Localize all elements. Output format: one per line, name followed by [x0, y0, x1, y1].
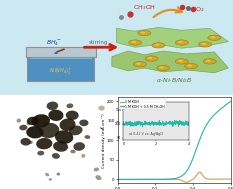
1 M KOH	[185, 181, 188, 184]
1 M KOH	[198, 171, 201, 173]
Polygon shape	[112, 51, 228, 73]
Ellipse shape	[99, 106, 105, 111]
Text: $Ni(NH_4)_2^{+}$: $Ni(NH_4)_2^{+}$	[49, 67, 72, 77]
Ellipse shape	[79, 119, 89, 126]
Ellipse shape	[69, 125, 82, 135]
Ellipse shape	[81, 154, 85, 158]
Ellipse shape	[85, 135, 90, 139]
Ellipse shape	[29, 141, 33, 144]
Ellipse shape	[70, 150, 75, 153]
Circle shape	[187, 65, 192, 67]
1 M KOH	[116, 178, 119, 180]
1 M KOH	[214, 178, 217, 180]
Circle shape	[178, 41, 183, 43]
Circle shape	[152, 43, 165, 48]
Ellipse shape	[26, 126, 44, 139]
Circle shape	[203, 59, 216, 64]
Polygon shape	[116, 27, 228, 48]
1 M KOH	[229, 178, 232, 180]
Circle shape	[206, 60, 211, 62]
FancyBboxPatch shape	[27, 54, 94, 81]
Circle shape	[175, 40, 188, 45]
Circle shape	[131, 41, 136, 43]
Text: 50 nm: 50 nm	[75, 172, 91, 177]
Ellipse shape	[36, 138, 52, 149]
Y-axis label: Current density (mA cm⁻²): Current density (mA cm⁻²)	[102, 113, 106, 168]
Ellipse shape	[26, 122, 31, 125]
Ellipse shape	[60, 119, 75, 131]
1 M KOH	[123, 178, 126, 180]
1 M KOH	[182, 180, 185, 182]
1 M KOH + 0.5 M CH₃OH	[229, 100, 232, 102]
FancyBboxPatch shape	[26, 47, 96, 57]
Circle shape	[157, 65, 170, 71]
Ellipse shape	[21, 138, 31, 146]
Legend: 1 M KOH, 1 M KOH + 0.5 M CH₃OH: 1 M KOH, 1 M KOH + 0.5 M CH₃OH	[119, 99, 166, 109]
Text: stirring: stirring	[88, 40, 108, 45]
Circle shape	[175, 59, 188, 64]
1 M KOH + 0.5 M CH₃OH	[123, 178, 126, 180]
Circle shape	[211, 36, 215, 38]
Circle shape	[159, 67, 164, 68]
Ellipse shape	[17, 119, 21, 123]
Ellipse shape	[45, 173, 49, 176]
Ellipse shape	[55, 130, 73, 144]
Ellipse shape	[73, 142, 85, 151]
Circle shape	[185, 64, 198, 69]
1 M KOH	[188, 180, 191, 182]
Ellipse shape	[48, 110, 63, 121]
1 M KOH + 0.5 M CH₃OH	[214, 113, 216, 115]
Text: CH$_3$OH: CH$_3$OH	[133, 3, 156, 12]
Ellipse shape	[53, 141, 68, 152]
1 M KOH	[202, 176, 205, 178]
Circle shape	[129, 40, 142, 45]
Ellipse shape	[47, 101, 58, 110]
Ellipse shape	[19, 125, 27, 130]
Circle shape	[141, 32, 145, 33]
Ellipse shape	[27, 117, 38, 125]
Circle shape	[136, 63, 141, 65]
Circle shape	[155, 44, 159, 46]
Circle shape	[148, 57, 152, 59]
Ellipse shape	[66, 111, 79, 120]
1 M KOH + 0.5 M CH₃OH	[202, 130, 205, 132]
Ellipse shape	[99, 127, 102, 129]
Ellipse shape	[52, 153, 60, 159]
Ellipse shape	[37, 151, 44, 156]
Text: $\alpha$-Ni-B/Ni$_2$B: $\alpha$-Ni-B/Ni$_2$B	[156, 76, 193, 85]
Ellipse shape	[38, 123, 59, 138]
1 M KOH + 0.5 M CH₃OH	[182, 174, 185, 176]
Circle shape	[138, 30, 151, 36]
Ellipse shape	[49, 178, 52, 180]
Circle shape	[208, 35, 221, 40]
Ellipse shape	[32, 114, 50, 128]
Circle shape	[178, 60, 183, 62]
1 M KOH	[185, 181, 188, 184]
1 M KOH + 0.5 M CH₃OH	[185, 170, 188, 173]
Ellipse shape	[57, 173, 60, 176]
Text: CO$_2$: CO$_2$	[191, 5, 205, 14]
Ellipse shape	[96, 175, 101, 180]
1 M KOH + 0.5 M CH₃OH	[116, 178, 119, 180]
Ellipse shape	[94, 167, 99, 172]
Text: $BH_4^-$: $BH_4^-$	[46, 39, 62, 48]
Line: 1 M KOH + 0.5 M CH₃OH: 1 M KOH + 0.5 M CH₃OH	[118, 101, 231, 179]
Line: 1 M KOH: 1 M KOH	[118, 172, 231, 182]
Circle shape	[133, 62, 146, 67]
Ellipse shape	[66, 103, 73, 108]
Circle shape	[201, 43, 206, 45]
Circle shape	[145, 56, 158, 61]
Circle shape	[199, 42, 212, 47]
Ellipse shape	[54, 52, 58, 54]
1 M KOH + 0.5 M CH₃OH	[188, 165, 191, 167]
